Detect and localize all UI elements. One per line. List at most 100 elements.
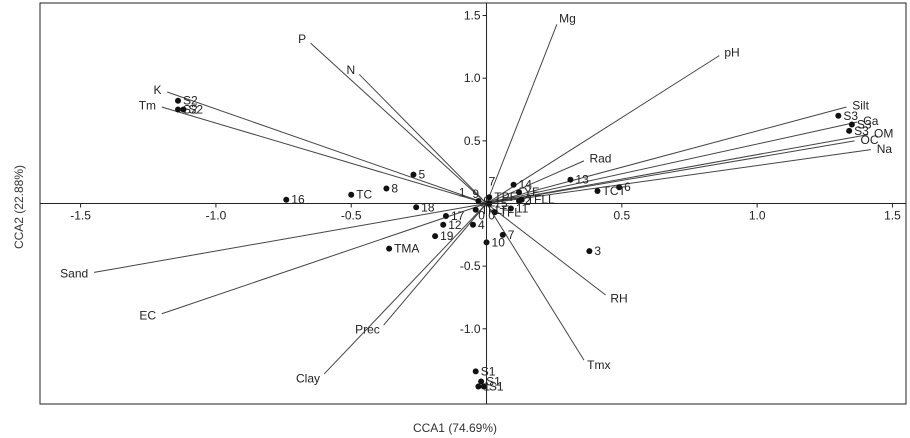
sample-point-label: 18: [421, 200, 435, 214]
sample-point: [475, 197, 482, 204]
y-tick-label: 0.5: [464, 134, 481, 148]
vector-line: [486, 106, 847, 204]
sample-point: [616, 184, 623, 191]
vector-line: [323, 203, 487, 375]
sample-point-label: S2: [183, 103, 198, 117]
sample-point-label: S1: [481, 364, 496, 378]
sample-point: [470, 221, 476, 228]
sample-point: [386, 245, 393, 252]
sample-point-label: 14: [519, 178, 533, 192]
sample-point-label: S3: [854, 124, 869, 138]
vector-line: [310, 42, 487, 204]
sample-point: [586, 248, 593, 255]
sample-point: [486, 194, 493, 201]
sample-point-label: 4: [478, 218, 485, 232]
sample-point: [491, 209, 498, 216]
vector-line: [486, 121, 858, 204]
sample-point: [510, 181, 517, 188]
sample-point-label: 16: [291, 193, 305, 207]
vector-line: [94, 203, 487, 273]
sample-point: [432, 233, 439, 240]
sample-point: [175, 97, 182, 104]
sample-point: [846, 127, 853, 134]
sample-point-label: 12: [448, 218, 462, 232]
sample-point: [383, 185, 390, 192]
sample-point-label: 17: [451, 209, 465, 223]
vector-label: pH: [724, 45, 739, 59]
vector-label: Rad: [589, 151, 611, 165]
sample-point: [410, 171, 417, 178]
sample-point-label: YF: [524, 185, 539, 199]
vector-label: EC: [139, 309, 156, 323]
x-tick-label: 1.5: [884, 209, 901, 223]
sample-point: [478, 378, 485, 385]
sample-point-label: 10: [492, 235, 506, 249]
sample-point-label: 5: [418, 168, 425, 182]
sample-point: [440, 221, 447, 228]
vector-line: [486, 140, 855, 204]
vector-line: [486, 134, 869, 204]
sample-point-label: 6: [624, 180, 631, 194]
sample-point-label: S1: [489, 379, 504, 393]
sample-point-label: S2: [183, 94, 198, 108]
x-tick-label: -1.5: [70, 209, 91, 223]
sample-point: [518, 196, 525, 203]
sample-point-label: TMA: [394, 242, 419, 256]
vector-label: RH: [610, 292, 627, 306]
x-axis-label: CCA1 (74.69%): [412, 421, 498, 435]
sample-point-label: 7: [508, 228, 515, 242]
sample-point-label: 7: [489, 174, 496, 188]
sample-point-label: 8: [391, 181, 398, 195]
sample-point: [283, 196, 290, 203]
x-tick-label: -1.0: [206, 209, 227, 223]
sample-point: [442, 213, 449, 220]
sample-point: [348, 191, 355, 198]
x-tick-label: 0.5: [614, 209, 631, 223]
vector-label: N: [346, 63, 355, 77]
vector-label: Tmx: [587, 358, 610, 372]
y-tick-label: -1.0: [460, 322, 481, 336]
y-tick-label: -0.5: [460, 259, 481, 273]
y-tick-label: 1.0: [464, 71, 481, 85]
vector-label: OC: [860, 133, 878, 147]
sample-point: [567, 176, 574, 183]
sample-point-label: 2: [524, 194, 531, 208]
vector-label: P: [298, 32, 306, 46]
vector-line: [486, 24, 558, 204]
sample-point-label: S3: [857, 118, 872, 132]
sample-point-label: TPF: [494, 190, 517, 204]
sample-point: [516, 189, 523, 196]
sample-point: [848, 121, 855, 128]
vector-label: Ca: [863, 114, 879, 128]
sample-point: [180, 106, 187, 113]
vector-line: [167, 91, 487, 204]
sample-point-label: TCT: [602, 184, 626, 198]
sample-point: [475, 383, 482, 390]
x-tick-label: 1.0: [749, 209, 766, 223]
sample-point-label: 9: [472, 187, 479, 201]
sample-point-label: S1: [486, 374, 501, 388]
vector-label: OM: [874, 127, 893, 141]
sample-point-label: 19: [440, 229, 454, 243]
sample-point-label: TFL: [500, 205, 522, 219]
vector-line: [486, 160, 585, 204]
sample-point-layer: S2S2S2S3S3S3S1S1S11234567891011121314151…: [175, 94, 872, 393]
vector-line: [383, 203, 487, 326]
sample-point-label: 13: [575, 173, 589, 187]
vector-label: Mg: [559, 12, 576, 26]
vector-line: [486, 203, 585, 361]
vector-label: Silt: [852, 98, 869, 112]
sample-point-label: 1: [459, 186, 466, 200]
sample-point-label: S2: [188, 103, 203, 117]
vector-label: Tm: [139, 98, 156, 112]
sample-point: [480, 383, 487, 390]
vector-label: Sand: [60, 266, 88, 280]
sample-point: [835, 112, 842, 119]
y-tick-label: 1.5: [464, 9, 481, 23]
vector-label: Prec: [355, 323, 380, 337]
sample-point: [594, 187, 601, 194]
sample-point: [499, 231, 506, 238]
y-tick-layer: 1.5 1.0 0.5 -0.5 -1.0: [460, 9, 487, 336]
y-axis-label: CCA2 (22.88%): [12, 164, 26, 250]
